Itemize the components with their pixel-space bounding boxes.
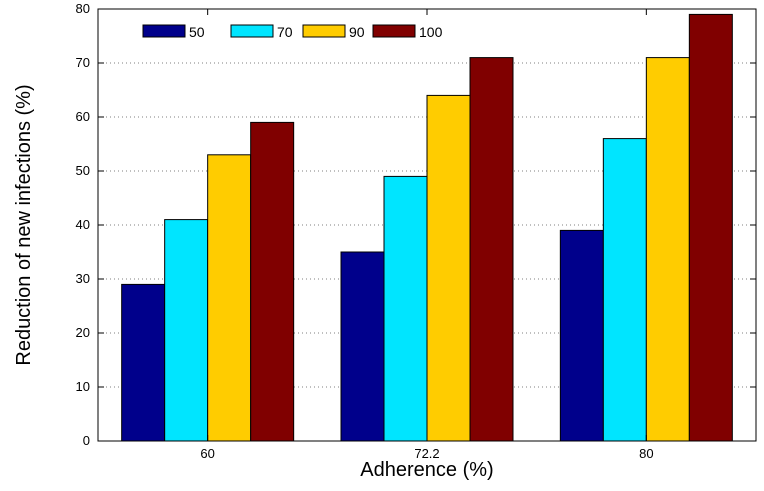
bar-90-72.2: [426, 94, 471, 442]
bar-90-60: [207, 154, 252, 442]
y-tick-label: 70: [76, 55, 90, 70]
legend-label-90: 90: [349, 24, 365, 40]
bar-50-60: [121, 283, 166, 442]
x-tick-label: 80: [639, 446, 653, 461]
legend-label-50: 50: [189, 24, 205, 40]
y-tick-label: 10: [76, 379, 90, 394]
bar-70-60: [164, 219, 209, 442]
legend-label-100: 100: [419, 24, 443, 40]
y-tick-label: 80: [76, 1, 90, 16]
y-axis-title: Reduction of new infections (%): [13, 84, 35, 365]
y-tick-label: 0: [83, 433, 90, 448]
bars: [121, 13, 733, 442]
y-tick-label: 30: [76, 271, 90, 286]
x-tick-label: 72.2: [414, 446, 439, 461]
bar-70-80: [602, 138, 647, 442]
legend-label-70: 70: [277, 24, 293, 40]
bar-50-72.2: [340, 251, 385, 442]
x-axis-title: Adherence (%): [360, 459, 493, 481]
y-tick-label: 40: [76, 217, 90, 232]
y-tick-label: 20: [76, 325, 90, 340]
bar-50-80: [559, 229, 604, 442]
legend-swatch-90: [302, 24, 346, 38]
bar-100-60: [250, 121, 295, 442]
x-tick-label: 60: [200, 446, 214, 461]
legend-swatch-50: [142, 24, 186, 38]
bar-100-80: [688, 13, 733, 442]
axis-ticks: 0 10 20 30 40 50 60 70 80 60 72.2 80: [76, 1, 756, 461]
y-tick-label: 50: [76, 163, 90, 178]
legend-swatch-70: [230, 24, 274, 38]
y-tick-label: 60: [76, 109, 90, 124]
legend-swatch-100: [372, 24, 416, 38]
legend: 50 70 90 100: [142, 24, 443, 40]
bar-100-72.2: [469, 57, 514, 442]
bar-90-80: [645, 57, 690, 442]
bar-70-72.2: [383, 175, 428, 442]
